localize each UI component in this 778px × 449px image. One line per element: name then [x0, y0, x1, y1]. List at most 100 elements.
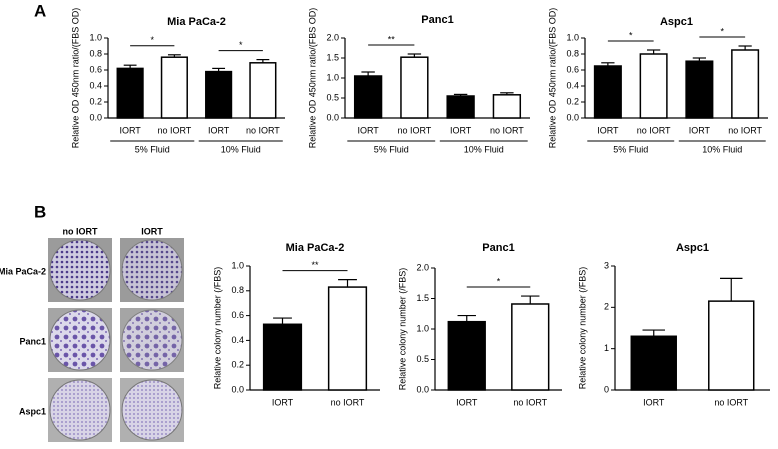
y-tick-label: 0.0	[416, 384, 429, 394]
y-tick-label: 0.4	[566, 80, 579, 90]
column-label: no IORT	[63, 226, 98, 236]
bar	[731, 49, 760, 119]
y-tick-label: 1	[604, 343, 609, 353]
bar	[593, 65, 622, 119]
panel-label: B	[34, 202, 46, 221]
chart-title: Aspc1	[660, 16, 693, 28]
x-tick-label: no IORT	[157, 125, 191, 135]
y-tick-label: 0.5	[326, 92, 339, 102]
y-tick-label: 1.0	[231, 260, 244, 270]
x-tick-label: IORT	[597, 125, 619, 135]
y-axis-label: Relative OD 450nm ratio/(FBS OD)	[307, 8, 317, 149]
y-tick-label: 2.0	[416, 262, 429, 272]
y-tick-label: 0	[604, 384, 609, 394]
x-tick-label: IORT	[450, 125, 472, 135]
group-label: 10% Fluid	[702, 144, 742, 154]
colony-photos	[48, 238, 184, 442]
y-tick-label: 1.0	[326, 72, 339, 82]
significance-label: **	[311, 260, 319, 270]
significance-label: *	[720, 26, 724, 36]
y-tick-label: 0.0	[326, 112, 339, 122]
row-label: Aspc1	[19, 406, 46, 416]
x-tick-label: no IORT	[246, 125, 280, 135]
y-tick-label: 1.5	[416, 293, 429, 303]
y-tick-label: 0.2	[231, 360, 244, 370]
significance-label: *	[239, 40, 243, 50]
y-tick-label: 1.5	[326, 52, 339, 62]
x-tick-label: no IORT	[637, 125, 671, 135]
y-tick-label: 0.8	[566, 48, 579, 58]
bar	[116, 67, 144, 119]
y-axis-label: Relative colony number (/FBS)	[397, 268, 407, 391]
y-axis-label: Relative colony number (/FBS)	[577, 267, 587, 390]
significance-label: *	[497, 276, 501, 286]
y-tick-label: 0.4	[89, 80, 102, 90]
y-tick-label: 0.0	[231, 384, 244, 394]
group-label: 5% Fluid	[374, 144, 409, 154]
bar	[708, 300, 755, 391]
x-tick-label: no IORT	[728, 125, 762, 135]
x-tick-label: no IORT	[714, 397, 748, 407]
bar	[400, 56, 429, 119]
bar	[249, 62, 277, 119]
chart-title: Panc1	[421, 14, 453, 26]
y-tick-label: 0.8	[231, 285, 244, 295]
panel-label: A	[34, 1, 46, 20]
chart-title: Mia PaCa-2	[286, 242, 345, 254]
y-axis-label: Relative OD 450nm ratio/(FBS OD)	[547, 8, 557, 149]
y-tick-label: 0.0	[566, 112, 579, 122]
y-tick-label: 0.8	[89, 48, 102, 58]
group-label: 10% Fluid	[221, 144, 261, 154]
y-tick-label: 1.0	[566, 32, 579, 42]
significance-label: **	[388, 34, 396, 44]
x-tick-label: IORT	[456, 397, 478, 407]
bar	[639, 53, 668, 119]
y-tick-label: 0.2	[89, 96, 102, 106]
chart-title: Panc1	[482, 242, 514, 254]
x-tick-label: IORT	[643, 397, 665, 407]
y-tick-label: 0.4	[231, 335, 244, 345]
y-tick-label: 0.0	[89, 112, 102, 122]
y-tick-label: 2.0	[326, 32, 339, 42]
chart-title: Aspc1	[676, 242, 709, 254]
y-tick-label: 0.5	[416, 354, 429, 364]
x-tick-label: IORT	[272, 397, 294, 407]
y-tick-label: 0.6	[231, 310, 244, 320]
group-label: 5% Fluid	[613, 144, 648, 154]
y-tick-label: 1.0	[416, 323, 429, 333]
bar	[492, 94, 522, 119]
significance-label: *	[150, 35, 154, 45]
x-tick-label: IORT	[119, 125, 141, 135]
bar	[205, 70, 233, 119]
x-tick-label: no IORT	[331, 397, 365, 407]
x-tick-label: IORT	[689, 125, 711, 135]
x-tick-label: IORT	[208, 125, 230, 135]
x-tick-label: no IORT	[397, 125, 431, 135]
group-label: 10% Fluid	[464, 144, 504, 154]
y-tick-label: 0.2	[566, 96, 579, 106]
bar	[511, 303, 550, 391]
bar	[262, 323, 303, 391]
bar	[160, 56, 188, 119]
bar	[353, 75, 383, 119]
y-tick-label: 1.0	[89, 32, 102, 42]
y-axis-label: Relative colony number (/FBS)	[212, 267, 222, 390]
chart-title: Mia PaCa-2	[167, 16, 226, 28]
y-tick-label: 2	[604, 302, 609, 312]
bar	[447, 320, 486, 391]
row-label: Panc1	[19, 336, 46, 346]
x-tick-label: no IORT	[513, 397, 547, 407]
bar	[327, 286, 368, 391]
bar	[685, 60, 714, 119]
y-tick-label: 0.6	[89, 64, 102, 74]
bar	[446, 95, 475, 119]
group-label: 5% Fluid	[135, 144, 170, 154]
bar	[630, 335, 677, 391]
y-tick-label: 0.6	[566, 64, 579, 74]
x-tick-label: IORT	[357, 125, 379, 135]
x-tick-label: no IORT	[490, 125, 524, 135]
y-axis-label: Relative OD 450nm ratio/(FBS OD)	[70, 8, 80, 149]
y-tick-label: 3	[604, 260, 609, 270]
column-label: IORT	[141, 226, 163, 236]
